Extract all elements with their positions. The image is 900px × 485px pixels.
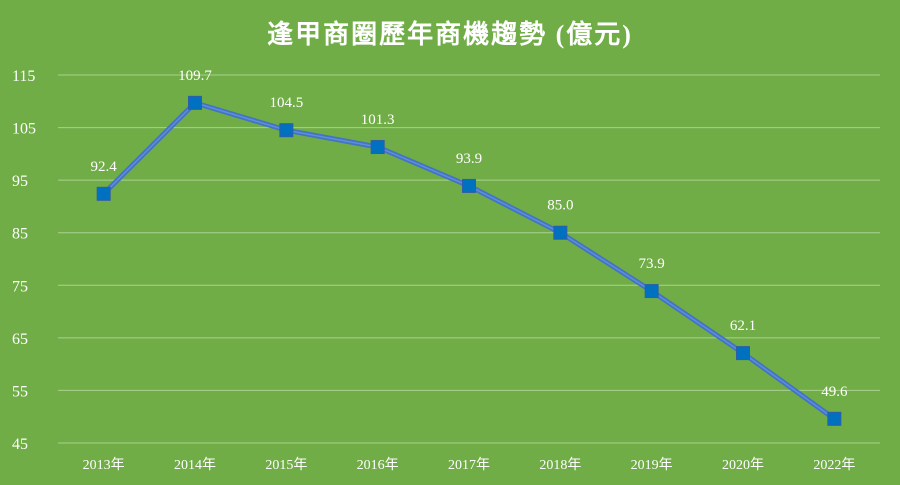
y-tick-label: 105 bbox=[12, 121, 36, 138]
data-label: 92.4 bbox=[91, 159, 118, 175]
data-point-marker bbox=[96, 186, 111, 201]
y-tick-label: 75 bbox=[12, 278, 28, 295]
y-tick-label: 45 bbox=[12, 436, 28, 453]
x-tick-label: 2019年 bbox=[631, 457, 673, 473]
data-label: 49.6 bbox=[821, 384, 848, 400]
x-tick-label: 2017年 bbox=[448, 457, 490, 473]
data-point-marker bbox=[279, 123, 294, 138]
data-label: 93.9 bbox=[456, 151, 482, 167]
y-tick-label: 85 bbox=[12, 226, 28, 243]
x-tick-label: 2020年 bbox=[722, 457, 764, 473]
data-label: 104.5 bbox=[269, 95, 303, 111]
x-tick-label: 2018年 bbox=[539, 457, 581, 473]
data-point-marker bbox=[553, 225, 568, 240]
y-tick-label: 55 bbox=[12, 383, 28, 400]
data-point-marker bbox=[188, 95, 202, 110]
data-point-marker bbox=[370, 140, 385, 155]
x-tick-label: 2014年 bbox=[174, 457, 216, 473]
y-tick-label: 115 bbox=[12, 68, 35, 85]
data-point-marker bbox=[736, 346, 750, 361]
data-point-marker bbox=[827, 411, 842, 426]
data-point-marker bbox=[462, 178, 476, 193]
x-tick-label: 2013年 bbox=[83, 457, 125, 473]
x-tick-label: 2022年 bbox=[813, 457, 855, 473]
data-label: 73.9 bbox=[639, 256, 665, 272]
x-tick-label: 2015年 bbox=[265, 457, 307, 473]
chart-title: 逢甲商圈歷年商機趨勢 (億元) bbox=[267, 19, 633, 49]
y-tick-label: 65 bbox=[12, 331, 28, 348]
x-tick-label: 2016年 bbox=[357, 457, 399, 473]
data-label: 85.0 bbox=[547, 198, 573, 214]
data-label: 101.3 bbox=[361, 112, 395, 128]
data-point-marker bbox=[644, 284, 659, 299]
data-label: 62.1 bbox=[730, 318, 756, 334]
data-label: 109.7 bbox=[178, 68, 212, 84]
y-tick-label: 95 bbox=[12, 173, 28, 190]
